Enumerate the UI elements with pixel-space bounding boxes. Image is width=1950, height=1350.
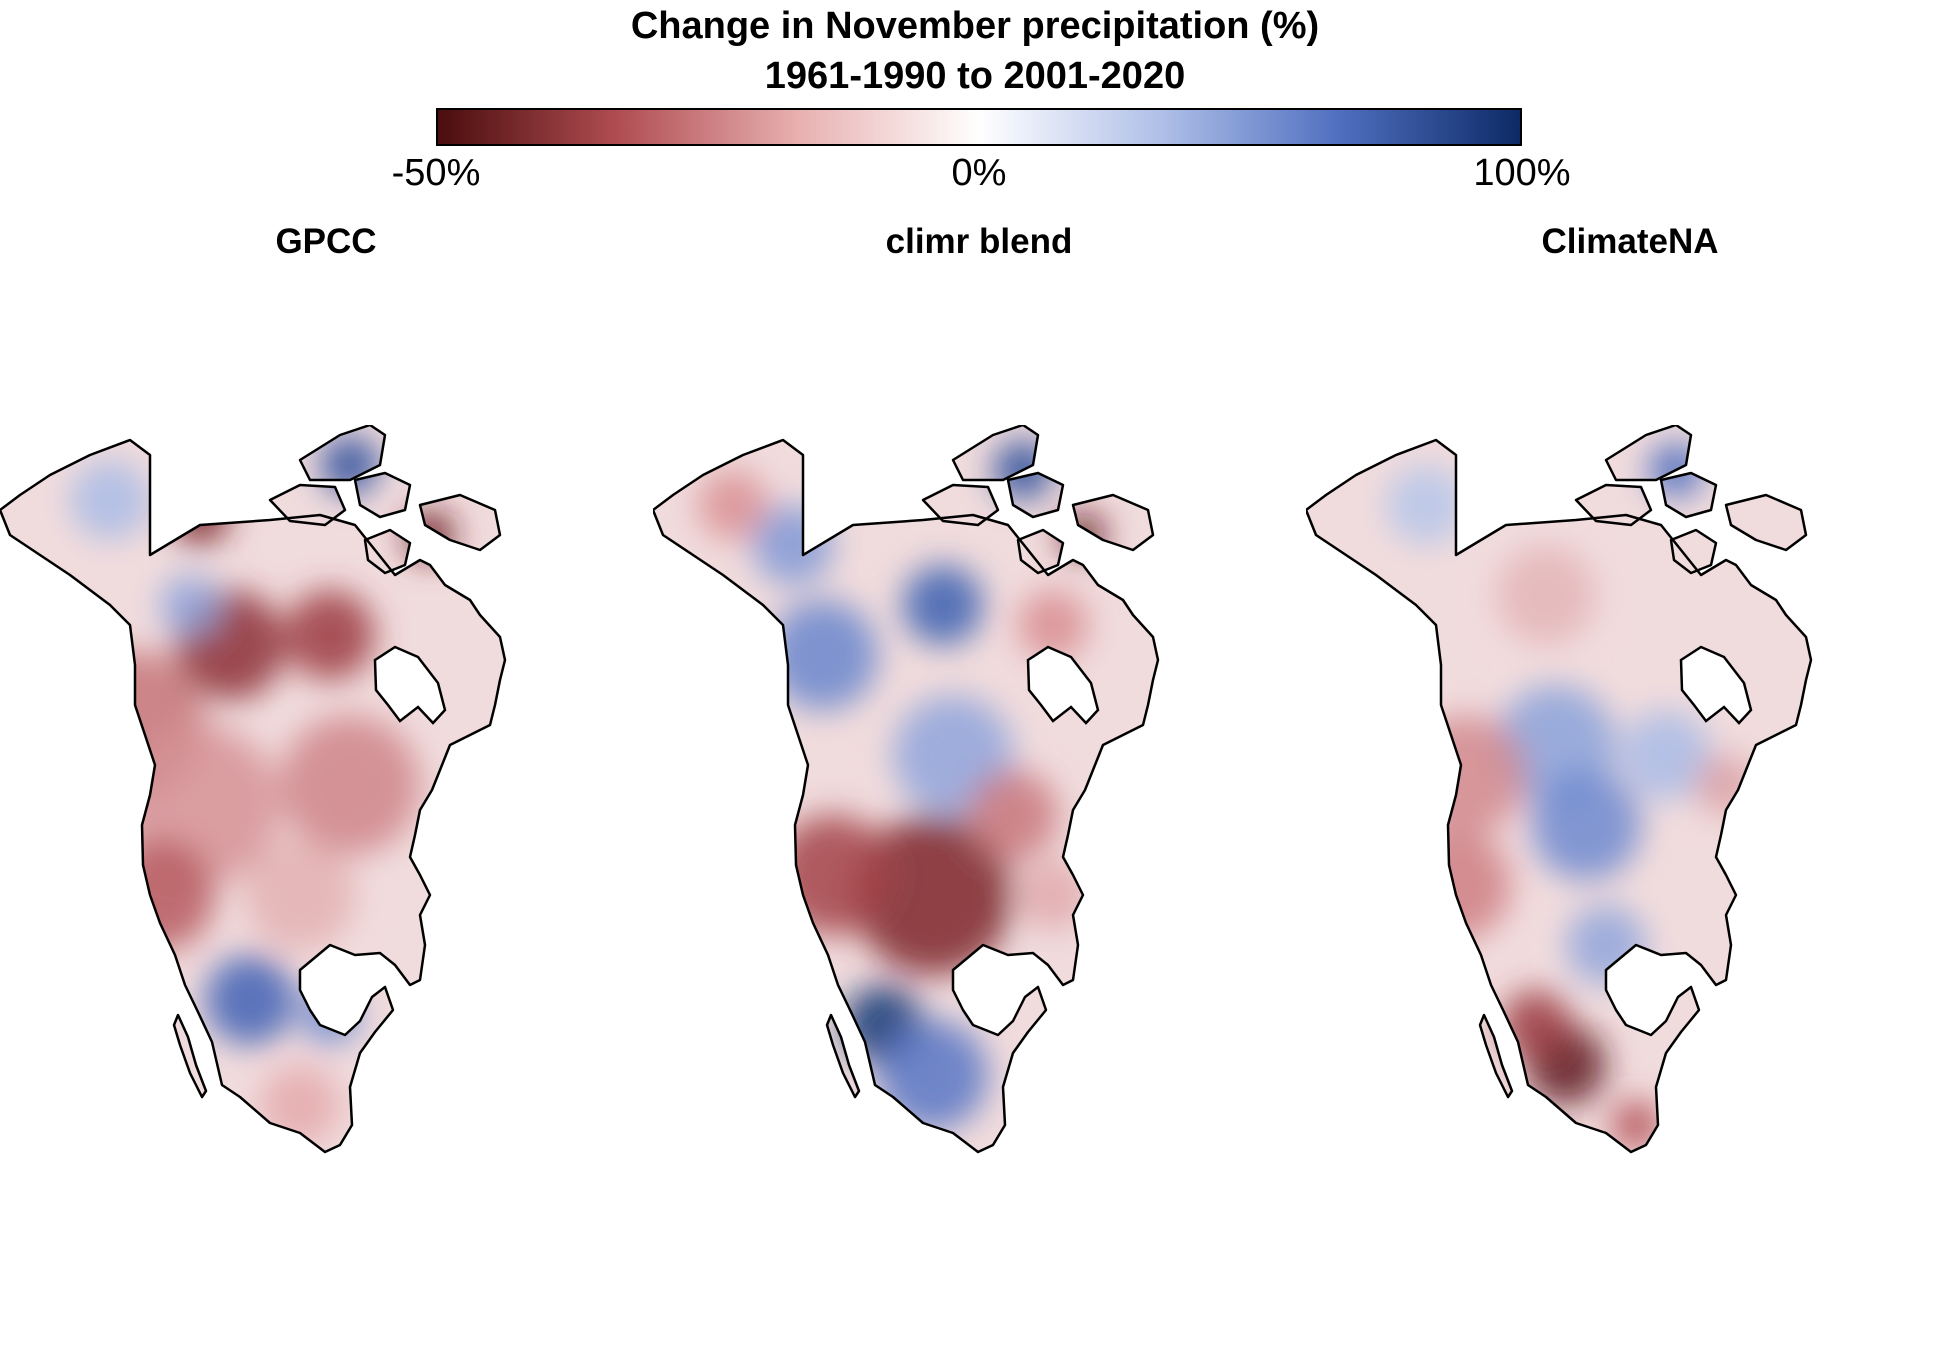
coastline xyxy=(951,425,1040,482)
figure-subtitle: 1961-1990 to 2001-2020 xyxy=(764,55,1186,97)
precip-anomaly-area xyxy=(1401,830,1511,940)
precip-anomaly-area xyxy=(1501,990,1571,1060)
coastline xyxy=(825,1013,861,1099)
precip-anomaly-area xyxy=(853,815,1013,975)
map-gpcc xyxy=(0,425,507,1154)
precip-anomaly-area xyxy=(105,840,215,950)
coastline xyxy=(418,493,502,552)
panel-title-gpcc: GPCC xyxy=(275,222,377,261)
precip-anomaly-area xyxy=(1018,590,1088,660)
precip-anomaly-area xyxy=(768,600,878,710)
precip-anomaly-area xyxy=(1061,513,1105,557)
coastline xyxy=(298,425,387,482)
precip-anomaly-area xyxy=(245,840,355,950)
coastline xyxy=(268,483,347,527)
precip-anomaly-area xyxy=(260,1065,340,1145)
precip-anomaly-area xyxy=(1018,860,1088,930)
precip-anomaly-area xyxy=(1621,710,1711,800)
precip-anomaly-area xyxy=(1406,715,1526,835)
precip-anomaly-area xyxy=(698,470,768,540)
coastline xyxy=(172,1013,208,1099)
precip-anomaly-area xyxy=(160,575,220,635)
coastline xyxy=(1306,438,1813,1154)
coastline xyxy=(1016,528,1065,575)
coastline xyxy=(653,438,1160,1154)
precip-anomaly-area xyxy=(285,590,375,680)
figure-title: Change in November precipitation (%) xyxy=(630,5,1320,47)
coastline xyxy=(353,471,412,519)
hudson-bay xyxy=(373,645,447,725)
coastline xyxy=(1071,493,1155,552)
coastline xyxy=(921,483,1000,527)
precip-anomaly-area xyxy=(1611,1100,1661,1150)
coastline xyxy=(1669,528,1718,575)
coastline xyxy=(1724,493,1808,552)
precip-anomaly-area xyxy=(903,565,983,645)
map-climr-blend xyxy=(653,425,1160,1154)
coastline xyxy=(0,438,507,1154)
coastline xyxy=(1574,483,1653,527)
precip-anomaly-area xyxy=(878,1020,988,1130)
colorbar-tick-min: -50% xyxy=(391,152,481,194)
coastline xyxy=(1659,471,1718,519)
precip-anomaly-area xyxy=(968,770,1058,860)
colorbar-tick-max: 100% xyxy=(1473,152,1571,194)
coastline xyxy=(1478,1013,1514,1099)
precip-anomaly-area xyxy=(1696,755,1756,815)
precip-anomaly-area xyxy=(170,485,230,545)
coastline xyxy=(363,528,412,575)
precip-anomaly-area xyxy=(1386,465,1466,545)
map-climatena xyxy=(1306,425,1813,1154)
panel-title-climatena: ClimateNA xyxy=(1541,222,1719,261)
colorbar-tick-mid: 0% xyxy=(951,152,1007,194)
precip-anomaly-area xyxy=(205,955,295,1045)
panel-title-climr-blend: climr blend xyxy=(885,222,1073,261)
precip-anomaly-area xyxy=(70,460,150,540)
precip-anomaly-area xyxy=(773,815,893,935)
coastline xyxy=(1604,425,1693,482)
precip-anomaly-area xyxy=(405,510,455,560)
hudson-bay xyxy=(1679,645,1753,725)
precip-anomaly-area xyxy=(300,985,360,1045)
precip-anomaly-area xyxy=(1531,770,1641,880)
precip-anomaly-area xyxy=(1496,545,1596,645)
colorbar xyxy=(436,108,1522,146)
precip-anomaly-area xyxy=(280,715,420,855)
coastline xyxy=(1006,471,1065,519)
hudson-bay xyxy=(1026,645,1100,725)
